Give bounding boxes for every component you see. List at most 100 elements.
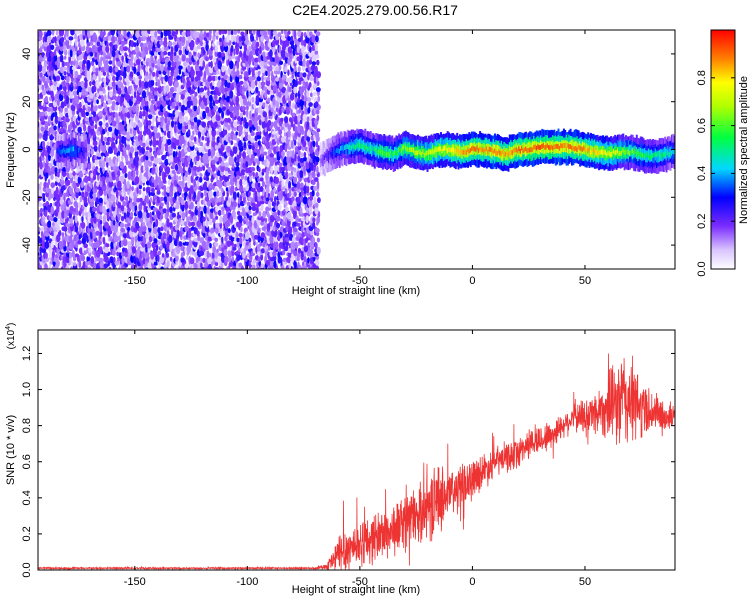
noise-dot: [73, 34, 78, 40]
noise-dot: [248, 205, 252, 211]
noise-dot: [78, 191, 82, 197]
noise-dot: [256, 261, 259, 269]
noise-dot: [115, 139, 118, 145]
noise-dot: [143, 204, 147, 213]
noise-dot: [188, 51, 192, 59]
noise-dot: [74, 38, 78, 47]
noise-dot: [112, 75, 116, 82]
noise-dot: [180, 257, 185, 263]
noise-dot: [169, 86, 175, 93]
noise-dot: [315, 259, 320, 266]
noise-dot: [126, 65, 131, 73]
noise-dot: [117, 248, 121, 253]
noise-dot: [155, 174, 158, 182]
noise-dot: [92, 110, 96, 118]
noise-dot: [311, 61, 317, 66]
noise-dot: [63, 252, 68, 257]
noise-dot: [99, 125, 103, 133]
noise-dot: [54, 111, 58, 118]
noise-dot: [50, 241, 54, 249]
noise-dot: [299, 206, 303, 215]
noise-dot: [208, 219, 213, 225]
noise-dot: [162, 232, 167, 240]
noise-dot: [299, 119, 303, 125]
noise-dot: [299, 182, 304, 188]
noise-dot: [150, 56, 154, 64]
noise-dot: [181, 203, 185, 212]
noise-dot: [160, 64, 164, 73]
noise-dot: [300, 189, 304, 197]
noise-dot: [41, 152, 45, 158]
noise-dot: [142, 187, 146, 192]
noise-dot: [136, 71, 141, 77]
noise-dot: [156, 46, 161, 53]
noise-dot: [293, 30, 297, 40]
noise-dot: [95, 67, 99, 73]
noise-dot: [178, 175, 182, 181]
noise-dot: [201, 121, 207, 128]
noise-dot: [81, 99, 84, 106]
noise-dot: [218, 126, 222, 133]
noise-dot: [181, 53, 186, 62]
noise-dot: [170, 130, 173, 139]
noise-dot: [145, 195, 149, 204]
noise-dot: [112, 219, 116, 226]
noise-dot: [75, 210, 80, 216]
noise-dot: [124, 172, 128, 179]
noise-dot: [53, 54, 58, 62]
noise-dot: [58, 210, 62, 220]
noise-dot: [184, 172, 188, 178]
noise-dot: [105, 54, 110, 60]
noise-dot: [175, 254, 179, 262]
noise-dot: [44, 240, 50, 249]
noise-dot: [75, 60, 79, 68]
noise-dot: [159, 244, 164, 250]
noise-dot: [114, 103, 119, 112]
noise-dot: [69, 39, 72, 45]
noise-dot: [157, 227, 161, 234]
noise-dot: [135, 241, 141, 247]
noise-dot: [42, 75, 46, 83]
noise-dot: [156, 132, 161, 139]
noise-dot: [91, 162, 95, 167]
noise-dot: [193, 178, 196, 188]
noise-dot: [90, 172, 94, 179]
noise-dot: [181, 157, 185, 164]
noise-dot: [255, 41, 260, 48]
noise-dot: [135, 46, 140, 53]
noise-dot: [275, 215, 281, 222]
noise-dot: [106, 72, 110, 79]
noise-dot: [214, 237, 218, 242]
noise-dot: [163, 195, 168, 203]
noise-dot: [103, 194, 108, 203]
noise-dot: [122, 130, 128, 136]
noise-dot: [291, 149, 295, 159]
noise-dot: [135, 168, 139, 177]
noise-dot: [88, 247, 92, 254]
noise-dot: [59, 112, 64, 118]
noise-dot: [38, 209, 41, 218]
noise-dot: [145, 146, 150, 151]
noise-dot: [193, 191, 196, 200]
noise-dot: [266, 211, 270, 218]
noise-dot: [60, 90, 65, 96]
noise-dot: [138, 79, 142, 88]
noise-dot: [88, 112, 93, 117]
noise-dot: [233, 64, 236, 71]
noise-dot: [281, 170, 285, 176]
noise-dot: [135, 30, 140, 38]
noise-dot: [206, 206, 210, 215]
noise-dot: [166, 30, 171, 37]
noise-dot: [63, 55, 67, 60]
noise-dot: [237, 124, 243, 132]
noise-dot: [129, 211, 134, 218]
noise-dot: [141, 50, 145, 59]
noise-dot: [312, 217, 316, 223]
noise-dot: [50, 182, 56, 189]
noise-dot: [316, 128, 321, 133]
noise-dot: [298, 77, 304, 82]
noise-dot: [117, 170, 121, 177]
noise-dot: [77, 176, 82, 184]
noise-dot: [172, 53, 178, 62]
noise-dot: [315, 156, 320, 163]
